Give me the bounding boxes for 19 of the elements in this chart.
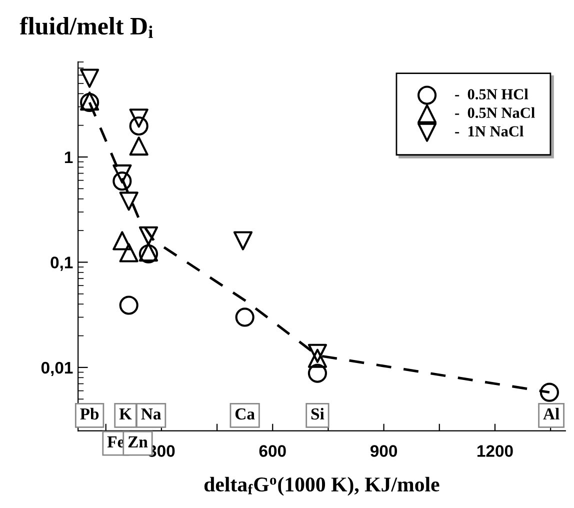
annotation: Na: [141, 408, 161, 420]
x-tick-label: 900: [370, 445, 398, 457]
annotation: K: [119, 408, 132, 420]
annotation: Fe: [107, 436, 124, 448]
legend-label: - 0.5N HCl: [455, 88, 528, 100]
x-axis-title: delta$_{f}$G$^{o}$(1000 K), KJ/mole: [204, 476, 440, 496]
annotation: Zn: [128, 436, 148, 448]
annotation: Si: [311, 408, 324, 420]
y-tick-label: 1: [64, 152, 73, 164]
y-axis-title: fluid/melt D$_{i}$: [20, 16, 153, 38]
y-tick-label: 0,01: [41, 362, 73, 376]
x-tick-label: 600: [259, 445, 286, 457]
y-tick-label: 0,1: [50, 256, 73, 271]
annotation: Al: [543, 408, 560, 420]
x-tick-label: 1200: [477, 445, 513, 457]
legend-label: - 0.5N NaCl: [455, 107, 535, 118]
annotation: Ca: [235, 408, 255, 420]
annotation: Pb: [80, 408, 99, 420]
legend-label: - 1N NaCl: [455, 126, 524, 136]
